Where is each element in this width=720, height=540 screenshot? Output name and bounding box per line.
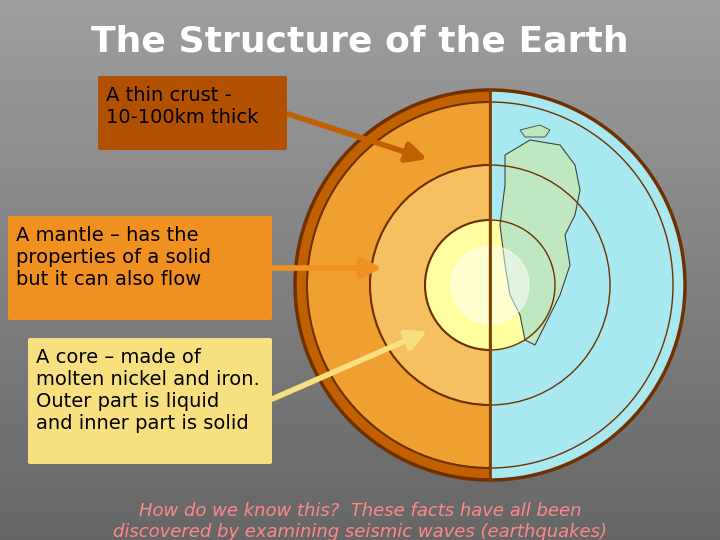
FancyBboxPatch shape bbox=[28, 338, 272, 464]
Text: A core – made of
molten nickel and iron.
Outer part is liquid
and inner part is : A core – made of molten nickel and iron.… bbox=[36, 348, 260, 433]
Wedge shape bbox=[425, 220, 490, 350]
Text: A thin crust -
10-100km thick: A thin crust - 10-100km thick bbox=[106, 86, 258, 127]
Polygon shape bbox=[520, 125, 550, 137]
Text: A mantle – has the
properties of a solid
but it can also flow: A mantle – has the properties of a solid… bbox=[16, 226, 211, 289]
Circle shape bbox=[425, 220, 555, 350]
FancyBboxPatch shape bbox=[8, 216, 272, 320]
Circle shape bbox=[295, 90, 685, 480]
Polygon shape bbox=[500, 140, 580, 345]
FancyBboxPatch shape bbox=[98, 76, 287, 150]
Circle shape bbox=[451, 246, 529, 324]
Text: The Structure of the Earth: The Structure of the Earth bbox=[91, 25, 629, 59]
Wedge shape bbox=[307, 102, 490, 468]
Wedge shape bbox=[370, 165, 490, 405]
Text: How do we know this?  These facts have all been
discovered by examining seismic : How do we know this? These facts have al… bbox=[113, 502, 607, 540]
Wedge shape bbox=[295, 90, 490, 480]
